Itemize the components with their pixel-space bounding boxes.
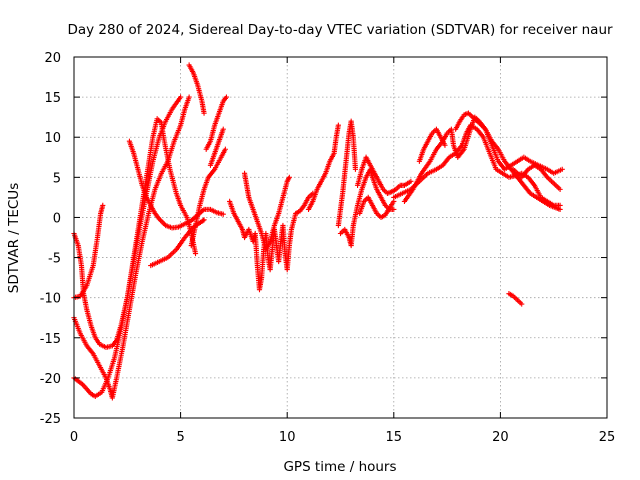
x-tick-label: 20: [492, 430, 509, 445]
data-point: [352, 166, 359, 172]
data-point: [192, 250, 199, 257]
data-point: [100, 202, 106, 209]
x-tick-label: 15: [386, 430, 403, 445]
series-outlier: [506, 291, 525, 307]
x-tick-label: 10: [279, 430, 296, 445]
series-cluster-mid-d: [335, 118, 359, 229]
y-tick-label: 15: [44, 91, 61, 106]
x-tick-label: 5: [176, 430, 184, 445]
y-tick-label: -15: [40, 332, 61, 347]
x-tick-label: 25: [599, 430, 616, 445]
series-track-j: [207, 126, 226, 168]
series-cluster-mid-g: [357, 194, 397, 221]
y-tick-label: 5: [53, 171, 61, 186]
chart-title: Day 280 of 2024, Sidereal Day-to-day VTE…: [67, 22, 613, 38]
data-point: [408, 178, 414, 184]
series-track-h: [188, 146, 228, 249]
series-track-f: [148, 217, 207, 269]
data-point: [186, 94, 192, 100]
series-track-b: [71, 94, 184, 399]
data-point: [220, 126, 226, 132]
data-point: [201, 217, 207, 223]
data-point: [519, 301, 525, 307]
y-tick-label: -20: [40, 372, 61, 387]
series-track-e: [126, 138, 226, 231]
data-point: [201, 110, 207, 116]
series-cluster-right-c: [453, 110, 563, 213]
y-tick-label: 20: [44, 51, 61, 66]
series-cluster-mid-a: [227, 190, 316, 293]
data-point: [222, 146, 228, 152]
data-point: [220, 211, 226, 217]
series-cluster-mid-f: [354, 154, 414, 196]
data-point: [442, 142, 448, 148]
grid: [74, 57, 607, 418]
data-point: [223, 94, 230, 100]
data-marks: [71, 62, 565, 401]
series-cluster-mid-c: [305, 122, 341, 213]
axis-ticks: 0 5 10 15 20 25 -25 -20 -15 -10 -5 0 5 10 15 20: [40, 51, 616, 445]
plot-frame: [73, 56, 608, 419]
data-point: [557, 206, 563, 213]
data-point: [200, 218, 206, 224]
data-point: [391, 206, 397, 213]
y-tick-label: -5: [48, 252, 61, 267]
y-tick-label: -10: [40, 292, 61, 307]
x-axis-label: GPS time / hours: [283, 459, 396, 475]
series-cluster-mid-b: [241, 170, 292, 253]
series-cluster-right-d: [416, 126, 448, 164]
series-cluster-right-b: [401, 114, 565, 204]
series-track-g: [186, 62, 207, 116]
y-axis-label: SDTVAR / TECUs: [6, 183, 22, 293]
x-tick-label: 0: [70, 430, 78, 445]
data-point: [559, 166, 565, 172]
series-track-d: [71, 202, 106, 301]
data-point: [286, 174, 292, 180]
y-tick-label: 0: [53, 211, 61, 226]
data-point: [178, 94, 184, 100]
series-track-c: [71, 94, 192, 401]
data-point: [335, 122, 341, 128]
data-point: [310, 190, 316, 196]
y-tick-label: -25: [40, 412, 61, 427]
data-point: [557, 186, 563, 192]
y-tick-label: 10: [44, 131, 61, 146]
series-cluster-right-e: [510, 162, 563, 192]
series-cluster-mid-e: [337, 166, 397, 249]
series-track-i: [203, 94, 230, 152]
